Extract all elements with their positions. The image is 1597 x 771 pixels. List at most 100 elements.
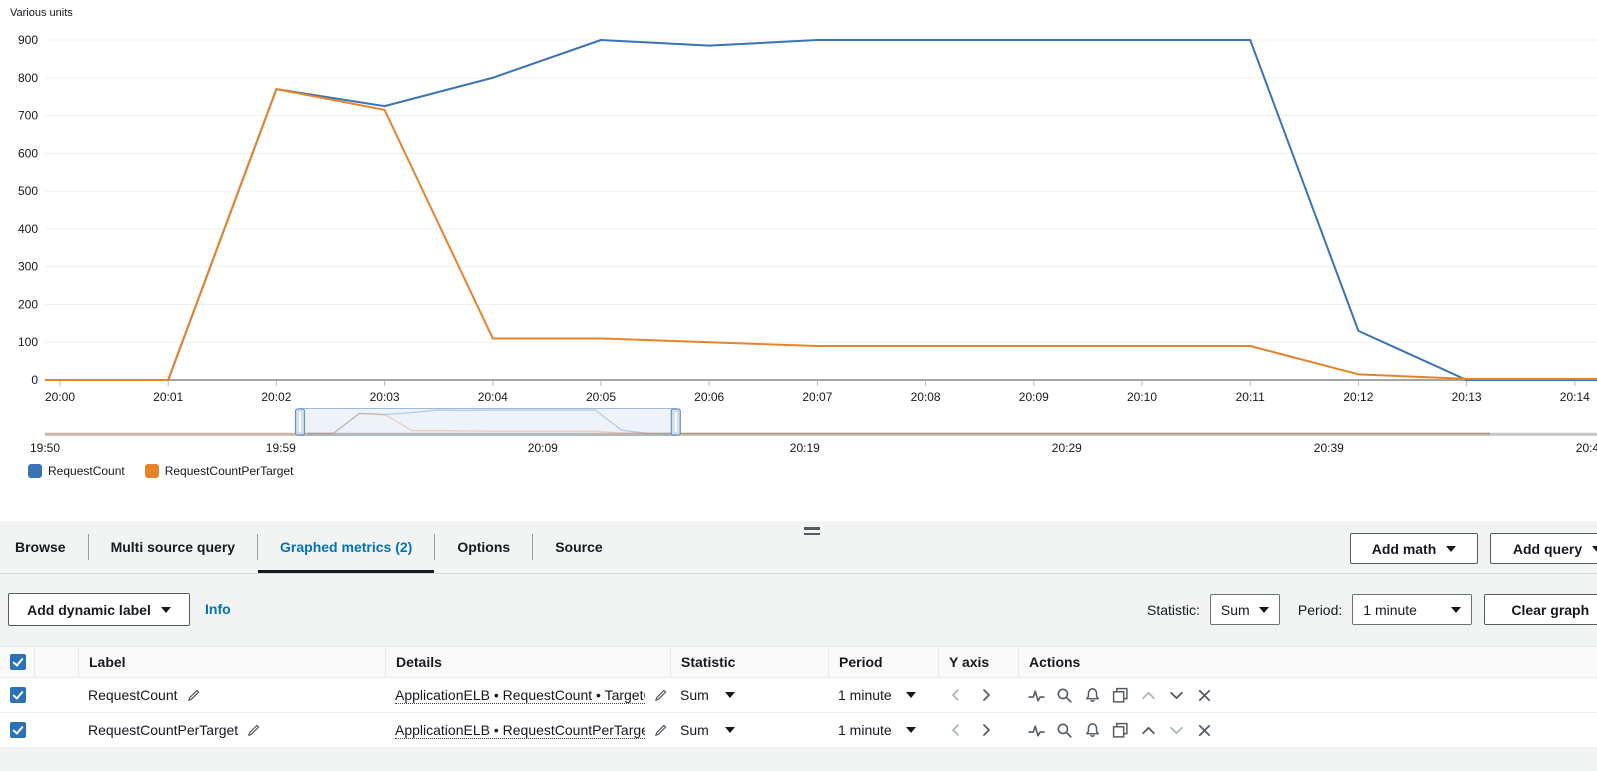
svg-text:300: 300 — [18, 260, 38, 274]
row-statistic-select[interactable]: Sum — [670, 687, 828, 703]
metrics-line-chart[interactable]: 0 100 200 300 400 500 600 700 800 900 20:00 20:01 20… — [0, 0, 1597, 460]
period-select[interactable]: 1 minute — [1352, 594, 1473, 625]
row-statistic-select[interactable]: Sum — [670, 722, 828, 738]
metric-details[interactable]: ApplicationELB • RequestCount • TargetG — [395, 686, 645, 704]
row-checkbox[interactable] — [10, 722, 26, 738]
duplicate-icon[interactable] — [1112, 687, 1129, 704]
svg-text:20:02: 20:02 — [261, 390, 291, 404]
svg-text:600: 600 — [18, 146, 38, 160]
tab-options[interactable]: Options — [457, 539, 511, 555]
svg-text:20:49: 20:49 — [1576, 441, 1597, 455]
statistic-value: Sum — [1220, 601, 1250, 618]
add-dynamic-label-button[interactable]: Add dynamic label — [8, 593, 190, 626]
toolbar-right-group: Statistic: Sum Period: 1 minute Clear gr… — [1147, 593, 1597, 626]
alarm-bell-icon[interactable] — [1084, 722, 1101, 739]
statistic-column-header: Statistic — [670, 647, 828, 677]
metric-label-cell: RequestCount — [78, 687, 385, 703]
yaxis-column-header: Y axis — [938, 647, 1018, 677]
pulse-icon[interactable] — [1028, 722, 1045, 739]
actions-column-header: Actions — [1018, 647, 1597, 677]
svg-text:20:29: 20:29 — [1052, 441, 1082, 455]
select-all-checkbox[interactable] — [10, 654, 26, 670]
row-yaxis-cell — [938, 687, 1018, 703]
legend-item-requestcount[interactable]: RequestCount — [28, 464, 125, 478]
tab-graphed-metrics[interactable]: Graphed metrics (2) — [258, 521, 434, 573]
clear-graph-button[interactable]: Clear graph — [1484, 594, 1597, 625]
metrics-panel: Browse Multi source query Graphed metric… — [0, 521, 1597, 771]
remove-icon[interactable] — [1196, 722, 1213, 739]
yaxis-left-chevron-icon[interactable] — [948, 687, 964, 703]
yaxis-right-chevron-icon[interactable] — [978, 722, 994, 738]
tabs: Browse Multi source query Graphed metric… — [0, 521, 625, 573]
color-column-header — [34, 647, 78, 677]
statistic-select[interactable]: Sum — [1209, 594, 1280, 625]
svg-text:20:19: 20:19 — [790, 441, 820, 455]
edit-details-pencil-icon[interactable] — [653, 723, 668, 738]
alarm-bell-icon[interactable] — [1084, 687, 1101, 704]
move-up-icon[interactable] — [1140, 722, 1157, 739]
tab-divider — [87, 534, 89, 560]
tab-browse[interactable]: Browse — [15, 539, 66, 555]
table-row: RequestCount ApplicationELB • RequestCou… — [0, 678, 1597, 713]
table-header-row: Label Details Statistic Period Y axis Ac… — [0, 646, 1597, 678]
add-math-button[interactable]: Add math — [1350, 533, 1478, 564]
statistic-label: Statistic: — [1147, 601, 1200, 618]
svg-text:20:10: 20:10 — [1127, 390, 1157, 404]
dropdown-caret-icon — [1258, 606, 1269, 613]
metric-label-cell: RequestCountPerTarget — [78, 722, 385, 738]
row-period-select[interactable]: 1 minute — [828, 722, 938, 738]
row-period-select[interactable]: 1 minute — [828, 687, 938, 703]
svg-text:20:07: 20:07 — [802, 390, 832, 404]
legend-label: RequestCountPerTarget — [164, 464, 294, 478]
tab-source[interactable]: Source — [555, 539, 603, 555]
svg-text:20:03: 20:03 — [370, 390, 400, 404]
yaxis-right-chevron-icon[interactable] — [978, 687, 994, 703]
zoom-icon[interactable] — [1056, 722, 1073, 739]
edit-details-pencil-icon[interactable] — [653, 688, 668, 703]
row-period-value: 1 minute — [838, 687, 892, 703]
svg-text:20:09: 20:09 — [1019, 390, 1049, 404]
period-label: Period: — [1297, 601, 1343, 618]
tab-divider — [434, 534, 436, 560]
move-down-icon[interactable] — [1168, 687, 1185, 704]
tab-multi-source-query[interactable]: Multi source query — [110, 539, 236, 555]
move-down-icon[interactable] — [1168, 722, 1185, 739]
row-checkbox[interactable] — [10, 687, 26, 703]
svg-text:700: 700 — [18, 109, 38, 123]
svg-text:20:08: 20:08 — [911, 390, 941, 404]
legend-item-requestcountpertarget[interactable]: RequestCountPerTarget — [144, 464, 294, 478]
svg-text:20:09: 20:09 — [528, 441, 558, 455]
zoom-icon[interactable] — [1056, 687, 1073, 704]
duplicate-icon[interactable] — [1112, 722, 1129, 739]
pulse-icon[interactable] — [1028, 687, 1045, 704]
svg-text:20:04: 20:04 — [478, 390, 508, 404]
yaxis-left-chevron-icon[interactable] — [948, 722, 964, 738]
info-link[interactable]: Info — [205, 601, 231, 617]
add-query-button[interactable]: Add query — [1490, 533, 1597, 564]
row-actions-cell — [1018, 687, 1597, 704]
svg-text:20:01: 20:01 — [153, 390, 183, 404]
brush-selection[interactable] — [299, 408, 677, 436]
panel-resize-handle-icon[interactable] — [804, 527, 820, 538]
edit-label-pencil-icon[interactable] — [246, 723, 261, 738]
metric-label: RequestCount — [88, 687, 178, 703]
svg-text:20:00: 20:00 — [45, 390, 75, 404]
svg-text:20:14: 20:14 — [1560, 390, 1590, 404]
details-column-header: Details — [385, 647, 670, 677]
svg-text:20:11: 20:11 — [1236, 390, 1265, 404]
metric-label: RequestCountPerTarget — [88, 722, 239, 738]
graphed-metrics-toolbar: Add dynamic label Info Statistic: Sum Pe… — [0, 574, 1597, 646]
svg-text:900: 900 — [18, 33, 38, 47]
svg-text:100: 100 — [18, 335, 38, 349]
add-dynamic-label-text: Add dynamic label — [27, 601, 151, 618]
legend-swatch-orange-icon — [144, 464, 159, 478]
metrics-chart-section: Various units 0 100 200 300 400 500 600 700 800 9… — [0, 0, 1597, 478]
svg-text:20:06: 20:06 — [694, 390, 724, 404]
period-column-header: Period — [828, 647, 938, 677]
metric-details[interactable]: ApplicationELB • RequestCountPerTarget — [395, 721, 645, 739]
remove-icon[interactable] — [1196, 687, 1213, 704]
dropdown-caret-icon — [724, 727, 735, 733]
edit-label-pencil-icon[interactable] — [186, 688, 201, 703]
move-up-icon[interactable] — [1140, 687, 1157, 704]
